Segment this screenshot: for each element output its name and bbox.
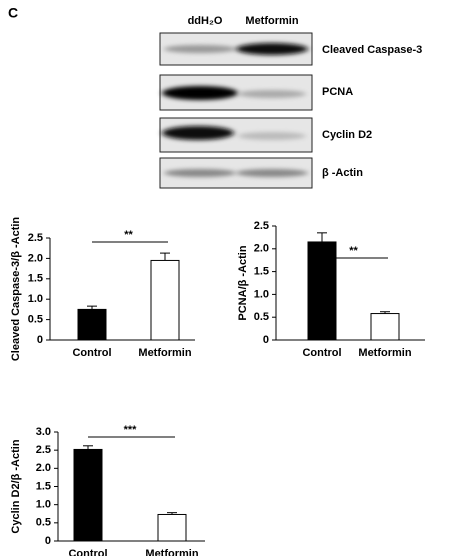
band — [162, 86, 238, 100]
y-tick-label: 2.0 — [254, 243, 269, 255]
band — [238, 132, 306, 140]
band — [236, 169, 308, 177]
bar — [73, 448, 103, 542]
band — [236, 43, 308, 55]
blot-row-label: β -Actin — [322, 167, 363, 179]
y-tick-label: 1.0 — [254, 288, 269, 300]
y-tick-label: 3.0 — [36, 426, 51, 438]
band — [164, 169, 236, 177]
blot — [159, 32, 313, 189]
y-tick-label: 2.0 — [36, 462, 51, 474]
significance: ** — [349, 245, 358, 257]
y-tick-label: 1.5 — [36, 480, 51, 492]
blot-row-label: PCNA — [322, 86, 353, 98]
y-tick-label: 0 — [37, 334, 43, 346]
y-tick-label: 0 — [263, 334, 269, 346]
band — [164, 45, 236, 53]
y-tick-label: 2.5 — [28, 232, 43, 244]
blot-row-label: Cleaved Caspase-3 — [322, 44, 422, 56]
y-tick-label: 0 — [45, 535, 51, 547]
panel-label: C — [8, 5, 18, 21]
y-tick-label: 0.5 — [28, 314, 43, 326]
bar — [157, 513, 187, 542]
x-tick-label: Metformin — [138, 347, 191, 359]
y-tick-label: 2.5 — [36, 444, 51, 456]
y-axis-label: Cyclin D2/β -Actin — [10, 439, 22, 533]
band — [238, 90, 306, 98]
bar — [370, 313, 400, 341]
x-tick-label: Control — [72, 347, 111, 359]
y-axis-label: PCNA/β -Actin — [237, 245, 249, 320]
significance: ** — [124, 229, 133, 241]
y-tick-label: 1.5 — [254, 266, 269, 278]
y-tick-label: 1.0 — [36, 499, 51, 511]
bar — [77, 308, 107, 341]
x-tick-label: Metformin — [145, 548, 198, 556]
blot-row-label: Cyclin D2 — [322, 129, 372, 141]
y-tick-label: 2.0 — [28, 252, 43, 264]
y-tick-label: 1.0 — [28, 293, 43, 305]
y-tick-label: 2.5 — [254, 220, 269, 232]
blot-column-label: ddH₂O — [188, 15, 223, 27]
significance: *** — [124, 424, 138, 436]
bar — [307, 241, 337, 341]
y-tick-label: 1.5 — [28, 273, 43, 285]
y-tick-label: 0.5 — [36, 517, 51, 529]
y-axis-label: Cleaved Caspase-3/β -Actin — [10, 217, 22, 362]
x-tick-label: Control — [68, 548, 107, 556]
y-tick-label: 0.5 — [254, 311, 269, 323]
blot-column-label: Metformin — [245, 15, 298, 27]
x-tick-label: Metformin — [358, 347, 411, 359]
x-tick-label: Control — [302, 347, 341, 359]
band — [162, 126, 234, 140]
bar — [150, 259, 180, 341]
